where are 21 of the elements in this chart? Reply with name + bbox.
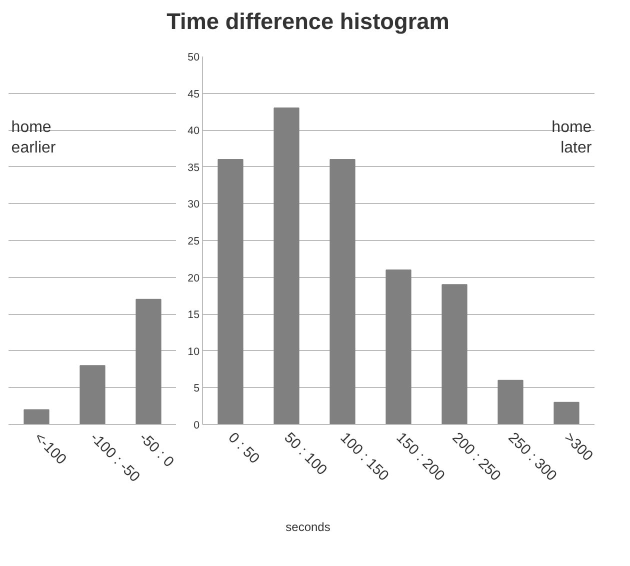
x-tick-label: 200 : 250: [448, 430, 504, 484]
y-tick-label: 35: [188, 162, 200, 174]
y-tick-label: 10: [188, 346, 200, 358]
y-tick-label: 20: [188, 272, 200, 284]
annotation: home earlier: [11, 119, 56, 156]
x-tick-label: 100 : 150: [336, 430, 392, 484]
y-tick-label: 45: [188, 88, 200, 100]
y-tick-label: 5: [194, 382, 200, 395]
x-axis-title: seconds: [286, 519, 330, 536]
x-tick-label: 50 : 100: [280, 430, 330, 479]
y-tick-label: 30: [188, 198, 200, 211]
chart-title: Time difference histogram: [166, 7, 450, 36]
y-tick-label: 15: [188, 309, 200, 322]
y-tick-label: 25: [188, 236, 200, 248]
y-tick-label: 0: [194, 420, 200, 432]
y-tick-label: 40: [188, 125, 200, 138]
x-tick-label: 150 : 200: [392, 430, 448, 484]
y-tick-label: 50: [188, 52, 200, 64]
annotation: home later: [552, 119, 592, 156]
x-tick-label: 250 : 300: [504, 430, 560, 484]
x-tick-label: 0 : 50: [224, 430, 262, 468]
